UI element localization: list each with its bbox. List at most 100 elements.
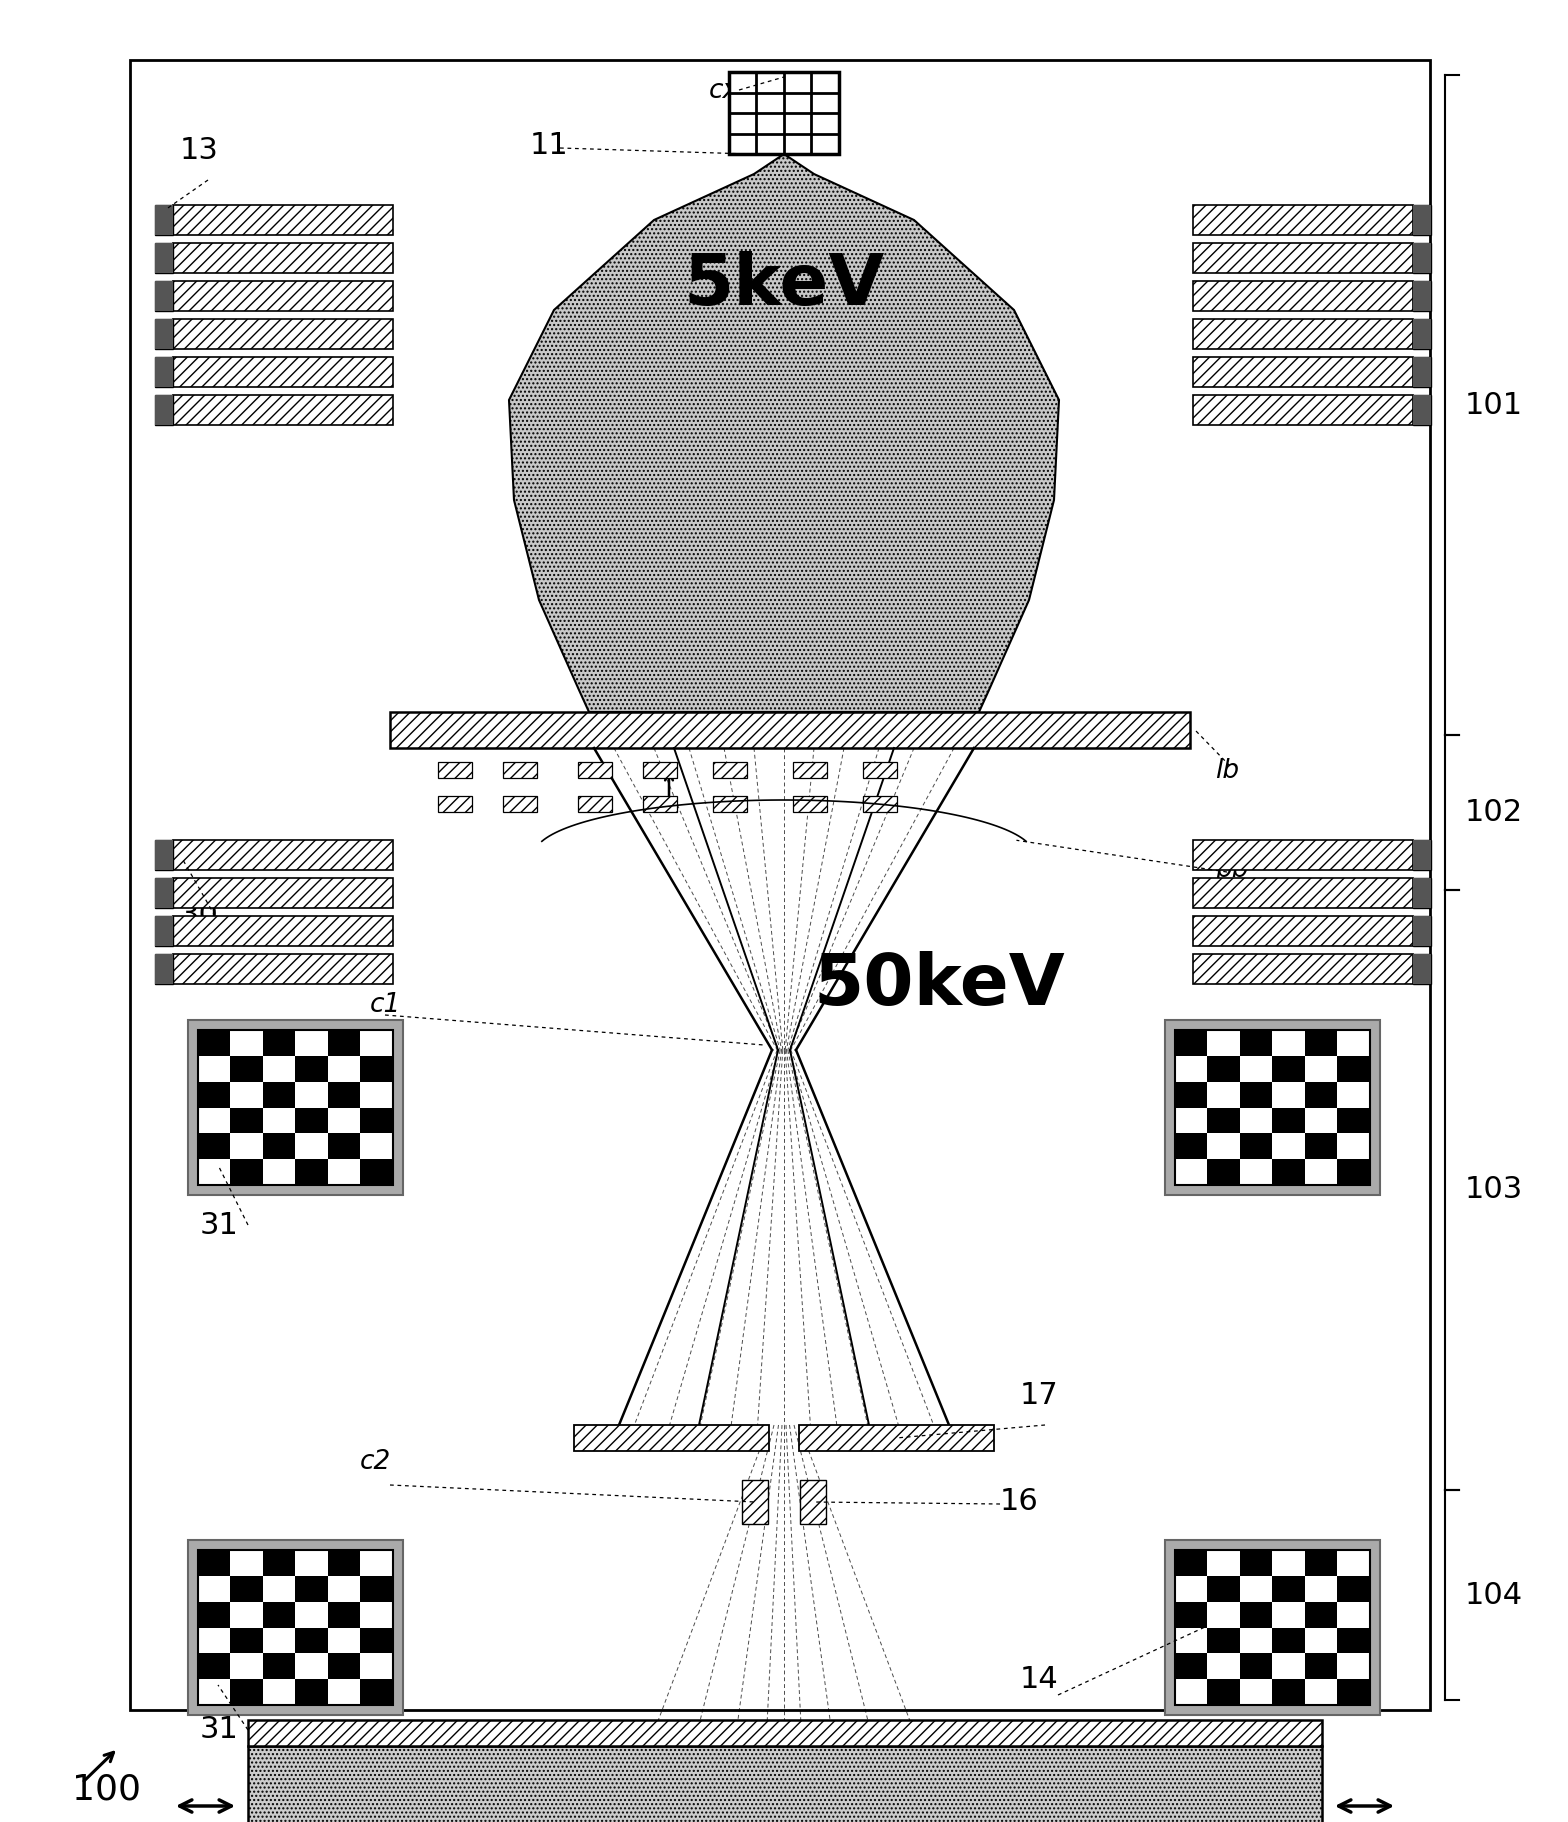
Bar [198,1029,230,1055]
Bar [800,1479,826,1523]
Bar [503,762,536,778]
Bar [1413,878,1432,907]
Bar [1174,1551,1207,1576]
Bar [1413,357,1432,386]
Bar [1193,955,1413,984]
Bar [155,955,172,984]
Bar [1413,242,1432,273]
Bar [198,1551,230,1576]
Text: pb: pb [1215,856,1248,884]
Text: 31: 31 [201,1210,238,1239]
Bar [172,916,394,946]
Text: 17: 17 [1021,1381,1058,1410]
Text: 11: 11 [530,131,569,160]
Bar [248,1720,1322,1745]
Bar [1165,1540,1380,1715]
Bar [198,1551,394,1705]
Bar [155,878,172,907]
Bar [361,1108,394,1133]
Bar [1193,206,1413,235]
Bar [361,1159,394,1184]
Bar [1413,916,1432,946]
Bar [248,1745,1322,1822]
Bar [1207,1055,1240,1082]
Text: 30: 30 [180,902,220,931]
Bar [1338,1055,1370,1082]
Bar [1207,1680,1240,1705]
Bar [198,1082,230,1108]
Bar [1305,1082,1338,1108]
Bar [1338,1627,1370,1653]
Bar [155,840,172,869]
Bar [263,1602,295,1627]
Bar [295,1680,328,1705]
Text: 14: 14 [1021,1665,1058,1694]
Bar [579,796,612,813]
Text: c2: c2 [361,1448,392,1476]
Polygon shape [510,155,1058,712]
Bar [1413,840,1432,869]
Bar [1305,1602,1338,1627]
Text: 100: 100 [72,1773,141,1807]
Bar [198,1653,230,1680]
Bar [130,60,1430,1711]
Bar [1165,1020,1380,1195]
Bar [295,1055,328,1082]
Bar [437,796,472,813]
Bar [172,395,394,425]
Bar [793,796,826,813]
Bar [230,1627,263,1653]
Bar [172,840,394,869]
Bar [1413,319,1432,350]
Bar [437,762,472,778]
Bar [263,1133,295,1159]
Text: 5keV: 5keV [684,250,884,319]
Bar [1338,1108,1370,1133]
Bar [1240,1029,1273,1055]
Bar [1174,1653,1207,1680]
Bar [1240,1551,1273,1576]
Bar [1338,1159,1370,1184]
Text: 16: 16 [1000,1487,1038,1516]
Text: 13: 13 [180,137,220,166]
Bar [643,762,677,778]
Bar [1193,319,1413,350]
Bar [155,395,172,425]
Bar [155,319,172,350]
Bar [155,242,172,273]
Text: cx: cx [709,78,739,104]
Bar [1240,1082,1273,1108]
Bar [172,955,394,984]
Bar [1413,955,1432,984]
Bar [1207,1159,1240,1184]
Bar [155,840,172,869]
Bar [1413,916,1432,946]
Bar [1174,1029,1207,1055]
Bar [1240,1653,1273,1680]
Bar [198,1029,394,1184]
Bar [1174,1551,1370,1705]
Bar [188,1540,403,1715]
Bar [172,878,394,907]
Bar [742,1479,768,1523]
Bar [793,762,826,778]
Bar [172,206,394,235]
Bar [230,1055,263,1082]
Bar [263,1551,295,1576]
Bar [155,395,172,425]
Bar [155,206,172,235]
Bar [328,1133,361,1159]
Bar [361,1576,394,1602]
Bar [1273,1055,1305,1082]
Bar [1193,916,1413,946]
Bar [328,1551,361,1576]
Bar [1193,840,1413,869]
Bar [1413,206,1432,235]
Bar [1413,357,1432,386]
Bar [172,242,394,273]
Bar [1413,840,1432,869]
Bar [198,1551,394,1705]
Text: 50keV: 50keV [814,951,1065,1020]
Bar [295,1108,328,1133]
Bar [1193,242,1413,273]
